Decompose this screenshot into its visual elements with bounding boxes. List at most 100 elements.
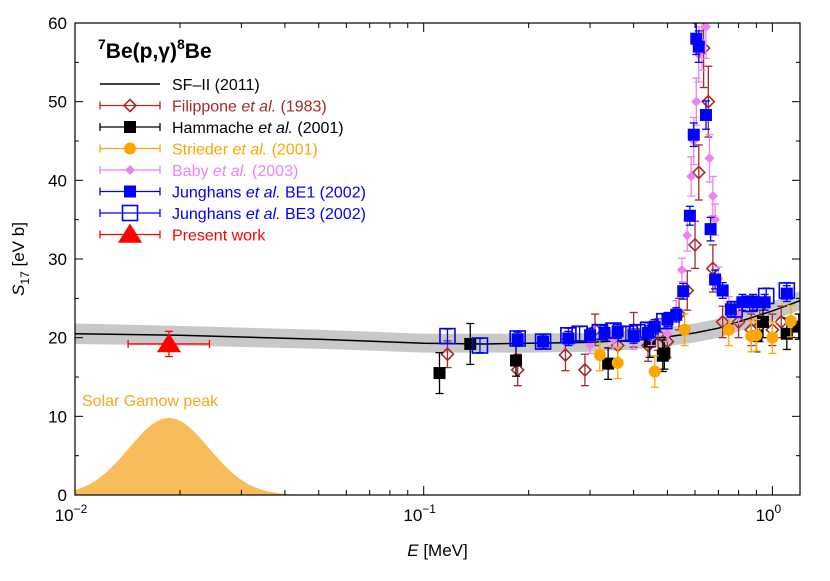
legend-entry: Hammache et al. (2001) (99, 120, 344, 137)
data-point (656, 312, 673, 330)
legend-label-italic: et al. (232, 142, 267, 159)
data-point (691, 77, 702, 126)
marker (677, 285, 690, 298)
legend-label-sf-ii: SF–II (2011) (172, 77, 260, 94)
legend-marker (117, 223, 143, 243)
legend-entry: Baby et al. (2003) (99, 163, 298, 180)
data-point (704, 216, 717, 242)
legend-label-post: BE3 (2002) (281, 206, 366, 223)
marker (704, 223, 717, 236)
x-tick-exponent: −1 (422, 502, 436, 516)
legend-label-italic: et al. (246, 185, 281, 202)
data-point (750, 318, 763, 352)
marker (629, 323, 646, 341)
legend-label-pre: Junghans (172, 185, 246, 202)
data-point (464, 322, 477, 366)
data-point (676, 257, 687, 283)
marker (716, 284, 729, 297)
legend-label-pre: Baby (172, 163, 213, 180)
marker (602, 357, 615, 370)
marker (662, 328, 673, 339)
legend-entry: Junghans et al. BE3 (2002) (99, 204, 366, 223)
data-point (687, 122, 700, 148)
legend-label-pre: Present work (172, 228, 266, 245)
data-point (683, 205, 696, 226)
y-tick-label: 30 (48, 250, 67, 269)
data-point (778, 281, 796, 299)
title-sup2: 8 (177, 36, 185, 52)
marker (683, 209, 696, 222)
marker (433, 367, 446, 380)
marker (471, 337, 489, 354)
legend-marker (125, 165, 135, 175)
marker (639, 321, 657, 339)
chart-title: 7Be(p,γ)8Be (98, 36, 212, 63)
data-point (471, 337, 489, 354)
y-tick-label: 50 (48, 93, 67, 112)
title-close: ) (170, 40, 177, 63)
legend-marker (122, 98, 138, 113)
y-axis-sub: 17 (18, 271, 32, 285)
legend-label-post: (2003) (248, 163, 299, 180)
legend-entry: Junghans et al. BE1 (2002) (99, 185, 366, 202)
y-tick-label: 40 (48, 171, 67, 190)
legend-label-italic: et al. (258, 120, 293, 137)
legend-label-italic: et al. (241, 99, 276, 116)
legend-label: Junghans et al. BE3 (2002) (172, 206, 366, 223)
legend-label-post: (1983) (276, 99, 327, 116)
marker (670, 308, 683, 321)
y-axis-var: S (9, 284, 28, 296)
legend-marker (124, 121, 136, 133)
marker (722, 323, 735, 336)
data-point (577, 353, 593, 387)
data-point (639, 321, 657, 339)
y-axis-title: S17 [eV b] (9, 222, 32, 296)
legend-label-post: (2001) (293, 120, 344, 137)
legend-label-italic: et al. (213, 163, 248, 180)
legend-marker (124, 142, 136, 155)
marker (156, 332, 182, 353)
marker (700, 23, 711, 32)
marker (648, 365, 661, 378)
data-point (784, 304, 797, 338)
data-point (709, 269, 722, 290)
marker (687, 237, 703, 252)
data-point (509, 330, 526, 347)
data-point (670, 307, 683, 323)
data-point (605, 322, 622, 339)
y-tick-label: 0 (58, 486, 67, 505)
legend-label-pre: Strieder (172, 142, 232, 159)
marker (591, 323, 609, 341)
marker (792, 320, 800, 333)
marker (691, 165, 706, 180)
marker (605, 322, 622, 339)
data-point (692, 30, 705, 63)
legend-label-post: BE1 (2002) (281, 185, 366, 202)
marker (682, 230, 693, 241)
x-axis-title: E [MeV] (407, 541, 467, 560)
legend-entry: Filippone et al. (1983) (99, 98, 327, 116)
legend-label-italic: et al. (246, 206, 281, 223)
marker (617, 325, 635, 343)
x-tick-exponent: −2 (74, 502, 88, 516)
data-point (701, 65, 716, 138)
marker (687, 128, 700, 141)
gamow-label: Solar Gamow peak (82, 393, 219, 410)
marker (571, 325, 588, 343)
legend-label: Baby et al. (2003) (172, 163, 298, 180)
legend-entry: Present work (99, 223, 266, 245)
data-point (741, 295, 758, 313)
legend-label-pre: Filippone (172, 99, 241, 116)
x-tick-label: 10−2 (55, 502, 88, 525)
data-point (699, 100, 712, 130)
x-tick-exponent: 0 (775, 502, 782, 516)
series-junghans-be3 (439, 281, 796, 354)
data-point (611, 346, 624, 380)
marker (686, 171, 697, 182)
legend-label-pre: Junghans (172, 206, 246, 223)
marker (611, 356, 624, 369)
data-point (757, 287, 775, 305)
series-present (127, 330, 211, 358)
data-point (591, 323, 609, 341)
legend-entry: Strieder et al. (2001) (99, 142, 318, 159)
